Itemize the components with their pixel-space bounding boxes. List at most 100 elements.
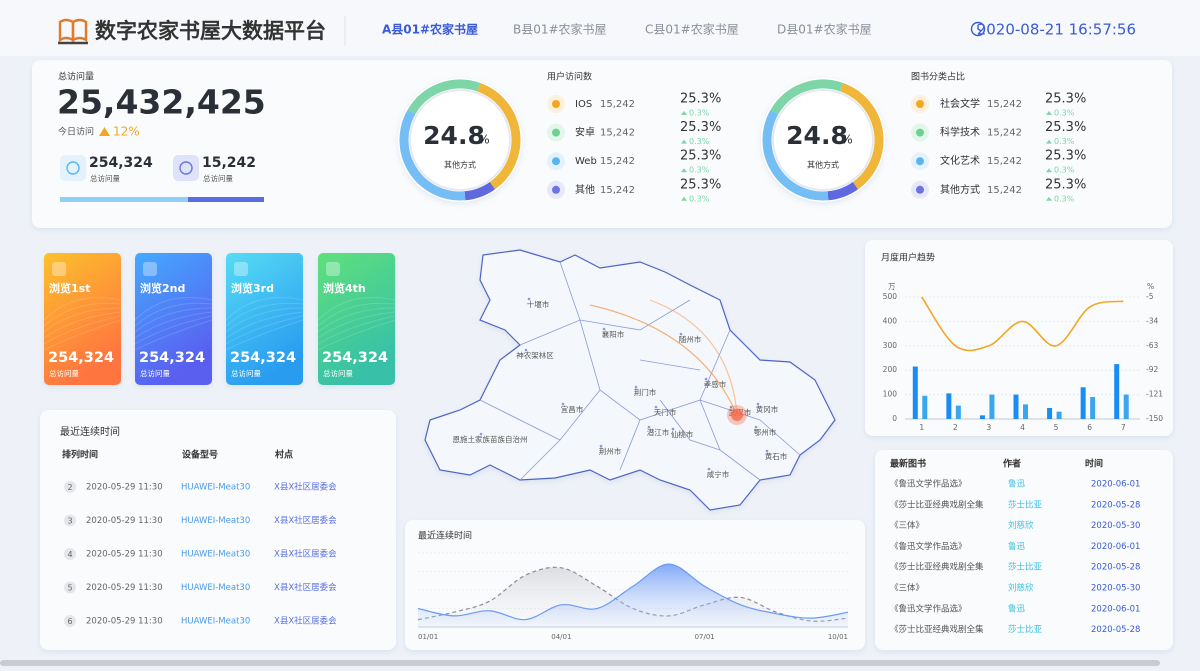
card-wave — [43, 315, 122, 345]
row-time: 2020-05-29 11:30 — [86, 617, 163, 627]
donut-center-unit: % — [478, 133, 489, 147]
item-icon — [916, 157, 924, 166]
city-label: 恩施土家族苗族自治州 — [453, 434, 528, 444]
stat-label: 总访问量 — [90, 173, 120, 183]
book-header: 最新图书 — [890, 458, 926, 470]
tab[interactable]: C县01#农家书屋 — [645, 22, 739, 37]
item-count: 15,242 — [987, 156, 1022, 167]
card-value: 254,324 — [230, 350, 296, 366]
city-label: 荆州市 — [599, 446, 622, 456]
x-tick-label: 01/01 — [418, 633, 438, 641]
item-icon — [552, 185, 560, 194]
row-time: 2020-05-29 11:30 — [86, 483, 163, 493]
map-boundary — [619, 419, 641, 471]
book-cell: 莎士比亚 — [1008, 624, 1043, 635]
item-pct: 25.3% — [1045, 92, 1086, 107]
book-cell: 《三体》 — [890, 520, 924, 531]
donut-inner-ring — [772, 89, 874, 191]
city-dot — [756, 402, 760, 406]
map-province — [424, 249, 836, 511]
city-dot — [654, 405, 658, 409]
city-label: 神农架林区 — [516, 350, 554, 360]
map-boundary — [479, 399, 561, 441]
bar — [989, 394, 995, 419]
list-title: 用户访问数 — [547, 71, 592, 83]
card-wave — [225, 302, 304, 327]
city-label: 仙桃市 — [671, 429, 694, 439]
city-dot — [479, 432, 483, 436]
row-index-bg — [64, 548, 76, 560]
city-label: 咸宁市 — [707, 469, 730, 479]
item-name: 其他方式 — [940, 183, 980, 196]
item-pct: 25.3% — [1045, 120, 1086, 135]
item-change-arrow — [681, 196, 687, 201]
city-label: 孝感市 — [704, 379, 727, 389]
item-count: 15,242 — [987, 185, 1022, 196]
donut-center-value: 24.8 — [423, 121, 485, 150]
bar — [922, 395, 928, 419]
book-header: 时间 — [1085, 458, 1103, 470]
card-wave — [225, 315, 304, 345]
map-boundary — [519, 299, 691, 346]
city-label: 潜江市 — [647, 427, 670, 437]
row-index-bg — [64, 615, 76, 627]
tab[interactable]: D县01#农家书屋 — [777, 22, 872, 37]
card-wave — [43, 311, 122, 339]
bar — [1123, 394, 1129, 419]
donut-center-value: 24.8 — [786, 121, 848, 150]
city-dot — [561, 402, 565, 406]
bar — [946, 393, 952, 419]
city-dot — [754, 425, 758, 429]
stat-value: 254,324 — [89, 155, 153, 171]
header-bar — [0, 0, 1200, 56]
item-change: 0.3% — [689, 137, 710, 146]
map-boundary — [639, 359, 701, 371]
donut-bg — [761, 78, 885, 202]
city-label: 宜昌市 — [561, 404, 584, 414]
y2-tick-label: -150 — [1146, 414, 1163, 423]
x-tick-label: 04/01 — [551, 633, 571, 641]
row-village: X县X社区居委会 — [274, 582, 337, 593]
row-index: 2 — [67, 483, 72, 492]
logo-icon — [58, 18, 88, 45]
donut-segment — [407, 79, 481, 115]
stat-icon — [173, 155, 199, 181]
item-change: 0.3% — [1054, 166, 1075, 175]
x-tick-label: 10/01 — [828, 633, 848, 641]
y2-tick-label: -92 — [1146, 365, 1158, 374]
today-label: 今日访问 — [58, 126, 94, 138]
card-wave — [225, 297, 304, 321]
stat-icon-glyph — [179, 161, 193, 175]
book-cell: 鲁迅 — [1008, 479, 1026, 490]
card-rank: 浏览4th — [323, 281, 366, 295]
progress-fill — [60, 197, 188, 202]
card-value: 254,324 — [48, 350, 114, 366]
rank-card — [135, 253, 212, 385]
item-change-arrow — [1046, 196, 1052, 201]
card-wave — [225, 319, 304, 351]
y2-tick-label: -121 — [1146, 390, 1163, 399]
city-label: 十堰市 — [527, 299, 550, 309]
city-label: 天门市 — [654, 407, 677, 417]
card-value: 254,324 — [139, 350, 205, 366]
tab[interactable]: A县01#农家书屋 — [382, 22, 478, 37]
row-device: HUAWEI-Meat30 — [181, 617, 250, 627]
y-unit: 万 — [888, 282, 896, 291]
y-tick-label: 400 — [883, 316, 898, 325]
item-pct: 25.3% — [1045, 177, 1086, 192]
row-village: X县X社区居委会 — [274, 616, 337, 627]
row-time: 2020-05-29 11:30 — [86, 550, 163, 560]
card-badge — [326, 262, 340, 276]
device-panel — [40, 410, 396, 650]
card-wave — [317, 302, 396, 327]
x-tick-label: 6 — [1087, 423, 1092, 432]
city-dot — [765, 449, 769, 453]
bar — [1047, 408, 1053, 419]
donut-segment — [770, 79, 844, 115]
tab[interactable]: B县01#农家书屋 — [513, 22, 607, 37]
row-time: 2020-05-29 11:30 — [86, 583, 163, 593]
item-name: 社会文学 — [940, 97, 980, 110]
item-name: Web — [575, 156, 597, 167]
donut-bg — [398, 78, 522, 202]
item-pct: 25.3% — [680, 120, 721, 135]
